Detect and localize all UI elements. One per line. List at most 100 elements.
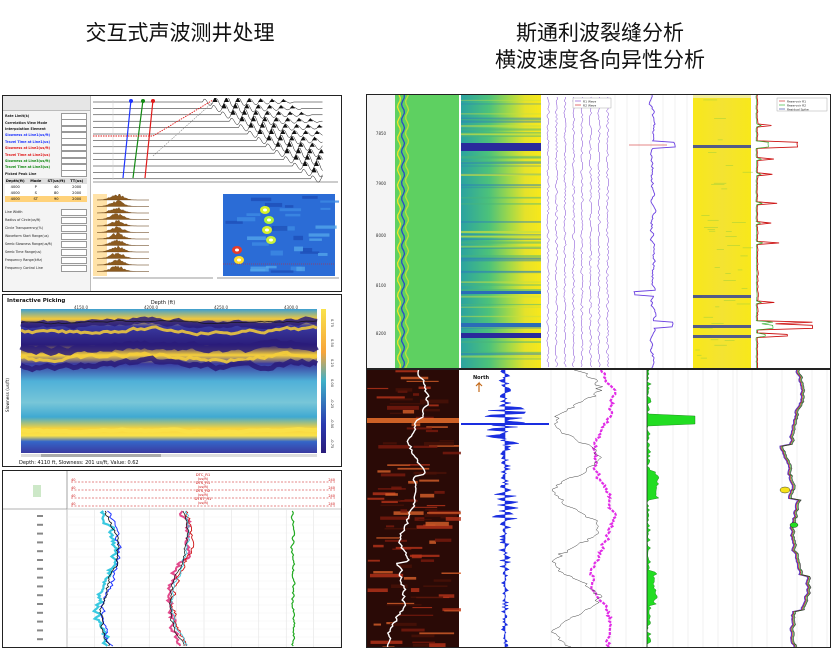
- parameter-row[interactable]: Travel Time at Line1(us): [5, 138, 89, 146]
- viridis-stripe: [461, 161, 541, 163]
- parameter-row[interactable]: Frequency Control Line: [5, 264, 89, 272]
- viridis-stripe: [461, 103, 541, 105]
- waveform-peak: [212, 98, 218, 102]
- curve-name: DTST_R1: [195, 496, 213, 501]
- parameter-input[interactable]: [61, 170, 87, 178]
- waveform-peak: [307, 148, 313, 154]
- parameter-row[interactable]: Semb Slowness Range(us/ft): [5, 240, 89, 248]
- waveform-peak: [250, 116, 256, 122]
- parameter-input[interactable]: [61, 138, 87, 146]
- yellow-speckle: [700, 357, 707, 359]
- legend-label: R2 Wave: [583, 104, 596, 108]
- picking-x-axis-label: Depth (ft): [151, 300, 175, 306]
- viridis-stripe: [461, 245, 541, 248]
- parameter-input[interactable]: [61, 151, 87, 158]
- parameter-input[interactable]: [61, 224, 87, 232]
- pick-table-cell: 4000: [10, 185, 20, 189]
- yellow-speckle: [713, 182, 727, 184]
- parameter-row[interactable]: Slowness at Line3(us/ft): [5, 157, 89, 165]
- yellow-speckle: [696, 354, 702, 356]
- image-log-stripe: [411, 506, 438, 508]
- yellow-speckle: [703, 316, 714, 318]
- pick-table-row[interactable]: 4000 ST 90 2000: [5, 196, 87, 202]
- picking-plot[interactable]: Interactive Picking Depth (ft) 4150.0 4200.…: [3, 295, 341, 466]
- waveform-trace: [93, 160, 323, 171]
- parameter-row[interactable]: Picked Peak Line: [5, 170, 89, 178]
- image-log-stripe: [419, 399, 449, 404]
- parameter-input[interactable]: [61, 157, 87, 165]
- parameter-label: Travel Time at Line1(us): [5, 139, 50, 144]
- waveform-peak: [304, 154, 310, 160]
- image-log-stripe: [389, 398, 413, 401]
- parameter-row[interactable]: Rate Limit(k): [5, 112, 89, 120]
- pick-table-cell: S: [34, 191, 37, 195]
- image-log-stripe: [419, 632, 455, 635]
- pick-table-cell: 2000: [72, 185, 82, 189]
- yellow-speckle: [710, 339, 719, 341]
- yellow-speckle: [714, 344, 727, 346]
- pick-table-cell: ST: [33, 197, 38, 201]
- heatmap-core: [265, 228, 269, 232]
- image-log-stripe: [409, 554, 440, 557]
- parameter-input[interactable]: [61, 144, 87, 152]
- parameter-row[interactable]: Correlation View Mode: [5, 119, 89, 126]
- viridis-stripe: [461, 118, 541, 121]
- vdl-trace: [580, 96, 584, 368]
- image-log-stripe: [380, 516, 411, 520]
- parameter-input[interactable]: [61, 125, 87, 133]
- parameter-input[interactable]: [61, 264, 87, 272]
- parameter-input[interactable]: [61, 119, 87, 126]
- waveform-trace: [93, 128, 323, 140]
- lower-parameter-list: Line Width Radius of Circle(us/ft) Circle …: [5, 208, 89, 272]
- curve-right-value: 240: [328, 502, 335, 506]
- image-log-stripe: [423, 442, 454, 446]
- parameter-row[interactable]: Slowness at Line2(us/ft): [5, 144, 89, 152]
- waveform-peak: [268, 128, 274, 134]
- yellow-speckle: [723, 280, 736, 281]
- waveform-wiggle-display[interactable]: [93, 98, 338, 190]
- heatmap-band: [300, 251, 320, 254]
- velocity-curve: [779, 370, 809, 647]
- curve-left-value: 40: [71, 502, 75, 506]
- parameter-input[interactable]: [61, 216, 87, 224]
- waveform-peak: [286, 141, 292, 147]
- waveform-trace: [93, 103, 323, 114]
- waveform-peak: [303, 130, 309, 134]
- anisotropy-tracks[interactable]: North: [367, 370, 830, 647]
- parameter-input[interactable]: [61, 256, 87, 264]
- pick-table-row[interactable]: 4000 S 80 2000: [5, 190, 87, 196]
- parameter-row[interactable]: Semb Time Range(us): [5, 248, 89, 256]
- semblance-histogram-display[interactable]: [93, 194, 213, 286]
- heatmap-core: [267, 218, 271, 222]
- parameter-row[interactable]: Slowness at Line1(us/ft): [5, 132, 89, 139]
- parameter-input[interactable]: [61, 132, 87, 139]
- parameter-input[interactable]: [61, 248, 87, 256]
- parameter-row[interactable]: Circle Transparency(%): [5, 224, 89, 232]
- parameter-row[interactable]: Waveform Start Range(us): [5, 232, 89, 240]
- colorbar-tick: -0.25: [330, 399, 334, 408]
- image-log-stripe: [403, 576, 417, 580]
- parameter-row[interactable]: Radius of Circle(us/ft): [5, 216, 89, 224]
- viridis-stripe: [461, 238, 541, 241]
- parameter-row[interactable]: Frequency Range(kHz): [5, 256, 89, 264]
- pick-table-cell: 2000: [72, 197, 82, 201]
- semblance-heatmap[interactable]: [217, 194, 339, 286]
- yellow-speckle: [724, 340, 735, 341]
- parameter-input[interactable]: [61, 240, 87, 248]
- yellow-speckle: [725, 231, 732, 232]
- depth-tick: 4250.0: [214, 305, 228, 310]
- viridis-stripe: [461, 125, 541, 128]
- colorbar-tick: 0.25: [330, 359, 334, 367]
- parameter-row[interactable]: Line Width: [5, 208, 89, 216]
- parameter-row[interactable]: Interpolation Element: [5, 125, 89, 133]
- parameter-input[interactable]: [61, 164, 87, 171]
- parameter-input[interactable]: [61, 232, 87, 240]
- pick-table-row[interactable]: 4000 P 40 2000: [5, 184, 87, 190]
- parameter-input[interactable]: [61, 208, 87, 216]
- parameter-row[interactable]: Travel Time at Line3(us): [5, 164, 89, 171]
- waveform-peak: [277, 135, 283, 141]
- parameter-input[interactable]: [61, 112, 87, 120]
- parameter-row[interactable]: Travel Time at Line2(us): [5, 151, 89, 158]
